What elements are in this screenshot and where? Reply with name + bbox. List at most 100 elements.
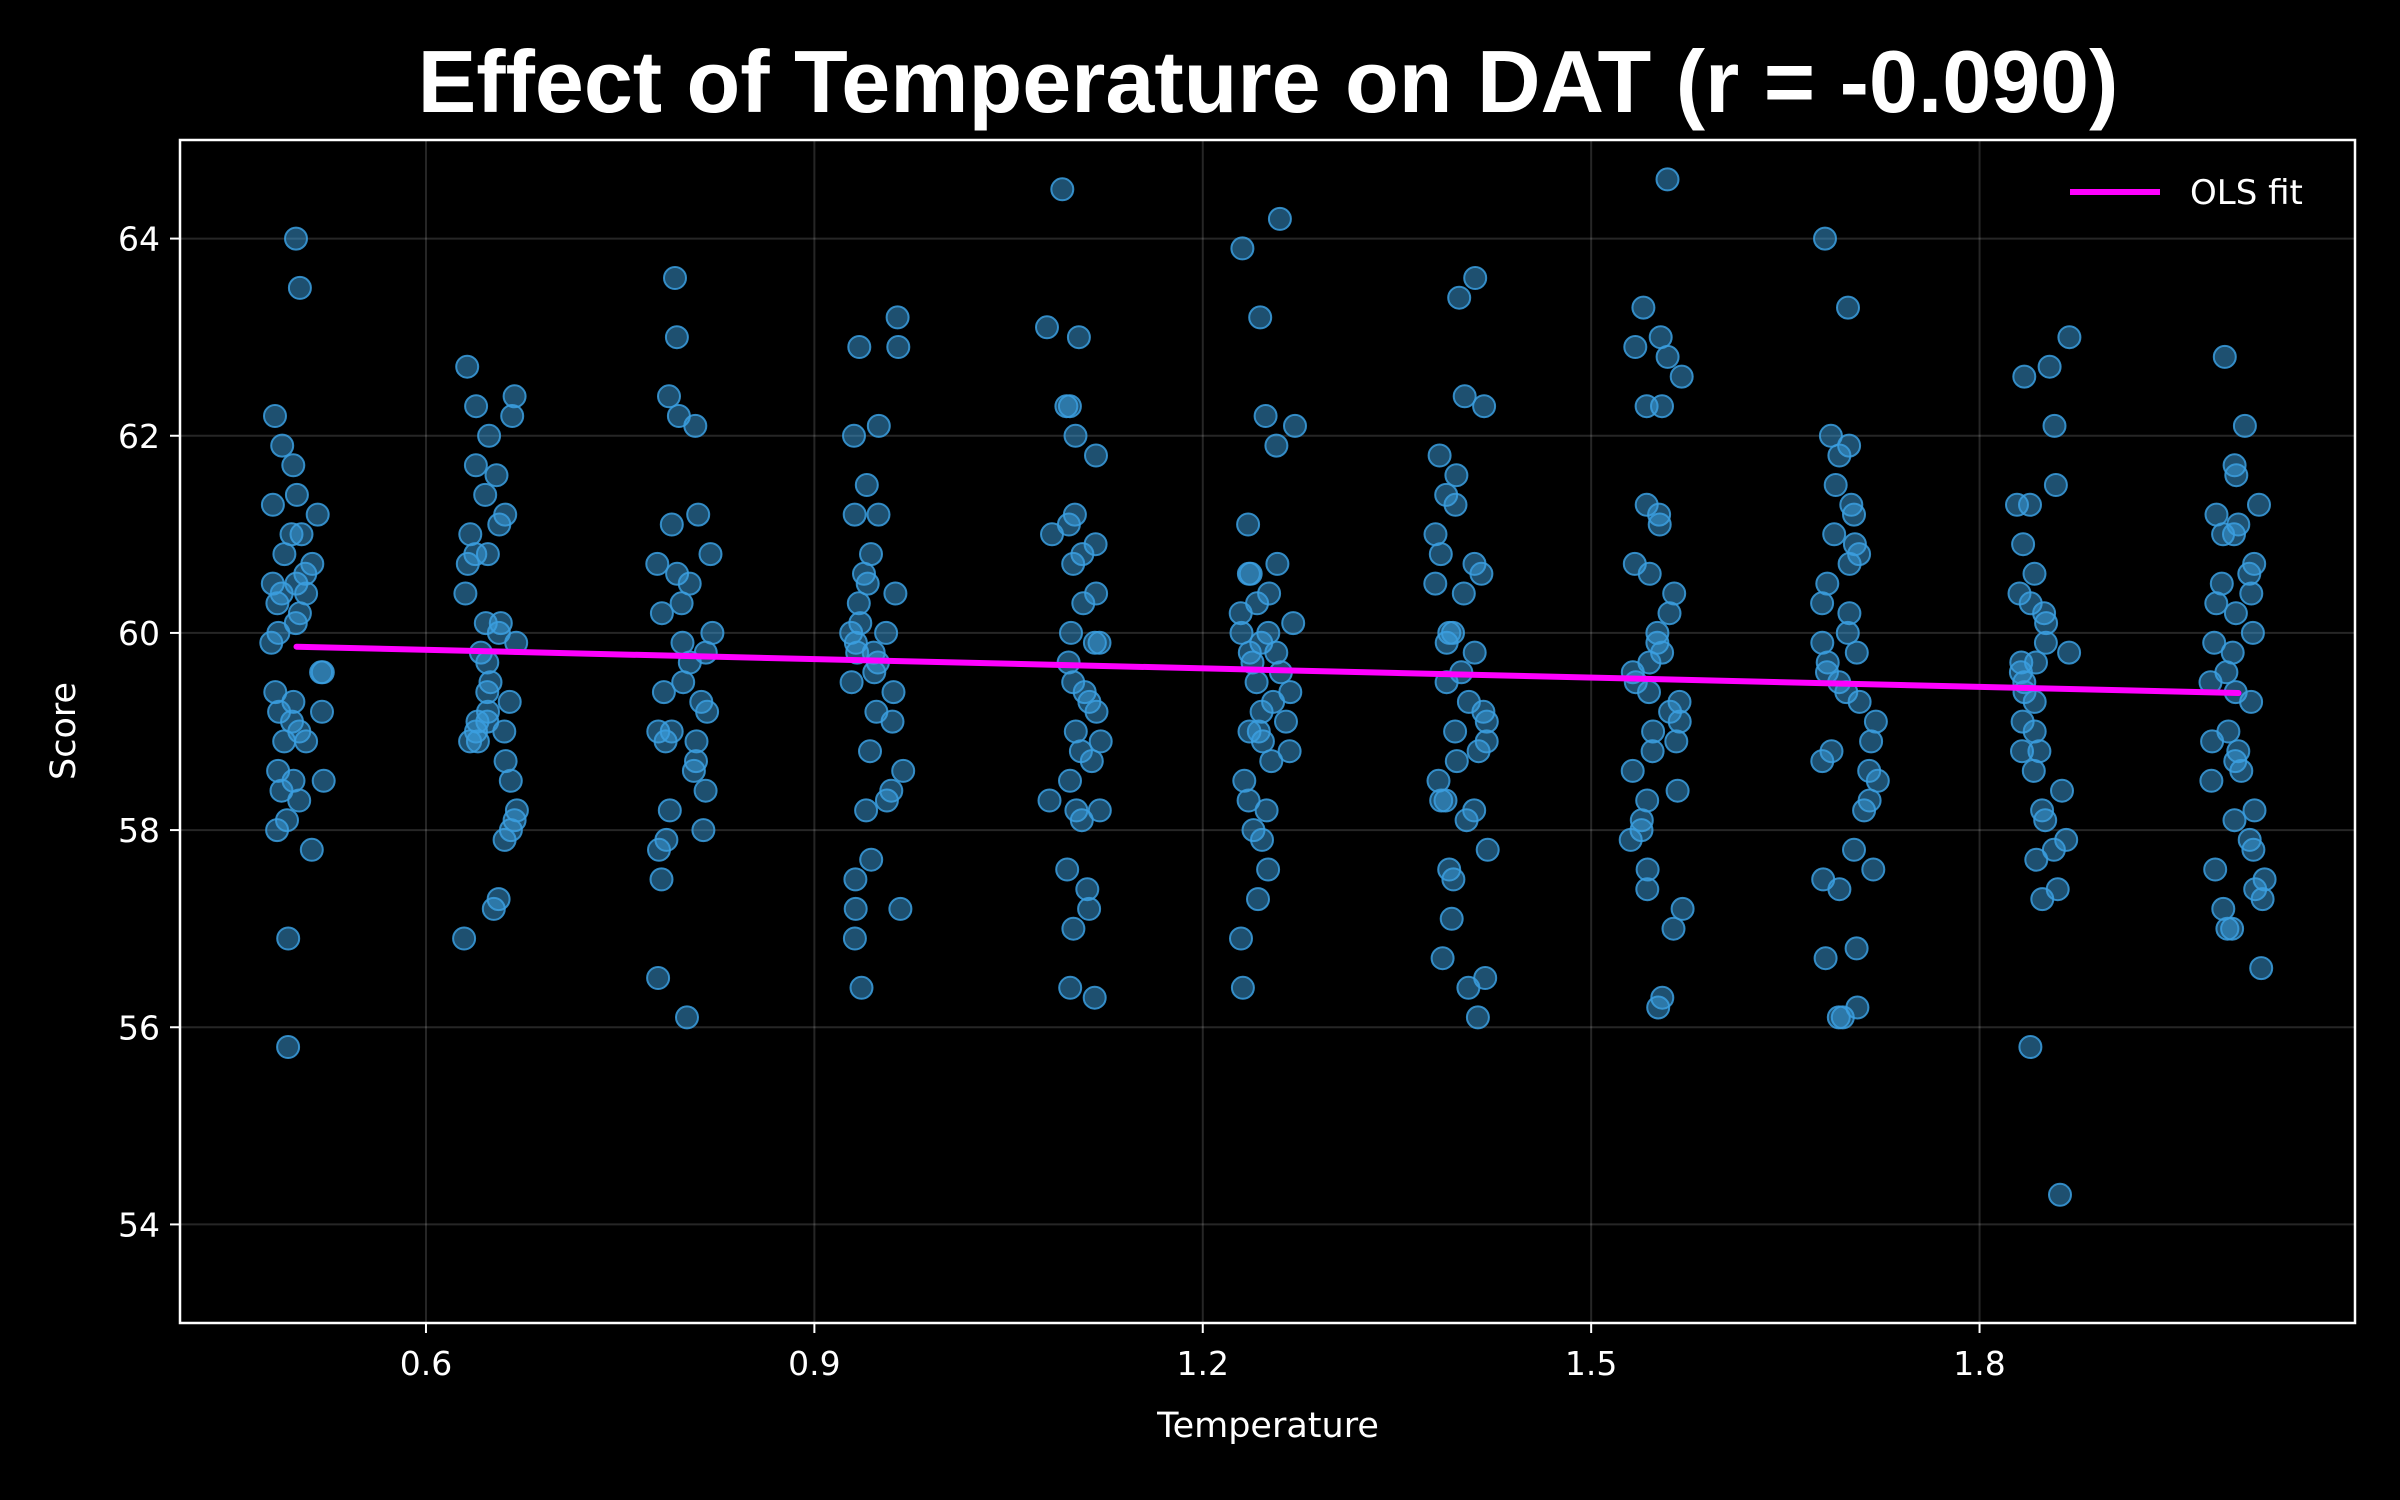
scatter-point <box>854 798 879 823</box>
scatter-point <box>1810 630 1835 655</box>
scatter-point <box>1463 266 1488 290</box>
scatter-point <box>1844 640 1869 665</box>
scatter-point <box>1434 630 1459 655</box>
scatter-point <box>2211 896 2236 921</box>
scatter-point <box>1088 729 1113 754</box>
scatter-point <box>481 896 506 921</box>
scatter-point <box>842 502 867 527</box>
scatter-point <box>2203 857 2228 882</box>
scatter-point <box>647 837 671 862</box>
scatter-point <box>847 335 872 359</box>
scatter-point <box>1637 680 1661 705</box>
scatter-point <box>1265 551 1290 576</box>
scatter-point <box>500 404 525 428</box>
scatter-point <box>502 384 527 409</box>
scatter-point <box>681 758 706 783</box>
scatter-point <box>843 867 868 892</box>
scatter-point <box>1465 1005 1490 1030</box>
scatter-point <box>1253 404 1278 428</box>
scatter-point <box>1640 739 1665 764</box>
axis-ticks: 0.6 0.9 1.2 1.5 1.8 54 56 58 60 62 64 <box>118 220 2006 1383</box>
scatter-point <box>1444 749 1469 774</box>
y-tick-label: 56 <box>118 1008 160 1047</box>
scatter-point <box>1063 719 1088 744</box>
y-tick-label: 64 <box>118 220 160 259</box>
scatter-point <box>866 413 891 438</box>
scatter-point <box>1823 473 1848 497</box>
scatter-point <box>671 670 696 695</box>
scatter-point <box>1863 709 1888 734</box>
scatter-point <box>276 926 301 951</box>
scatter-point <box>684 729 709 754</box>
scatter-point <box>284 226 308 251</box>
scatter-point <box>859 847 884 872</box>
scatter-point <box>493 749 518 774</box>
scatter-point <box>2199 768 2224 793</box>
x-tick-label: 0.9 <box>788 1344 840 1383</box>
scatter-point <box>1426 768 1451 793</box>
scatter-point <box>1058 768 1082 793</box>
scatter-point <box>294 729 319 754</box>
scatter-point <box>2050 778 2074 803</box>
scatter-point <box>2250 887 2275 912</box>
scatter-point <box>2211 522 2236 547</box>
scatter-point <box>475 680 500 705</box>
scatter-point <box>2232 413 2257 438</box>
scatter-point <box>646 966 671 990</box>
scatter-point <box>1075 877 1100 902</box>
scatter-point <box>874 620 899 645</box>
scatter-point <box>2024 847 2049 872</box>
scatter-point <box>686 502 711 527</box>
scatter-point <box>1618 827 1643 852</box>
scatter-point <box>891 758 916 783</box>
scatter-point <box>1810 591 1835 616</box>
scatter-point <box>310 699 334 724</box>
scatter-point <box>452 926 477 951</box>
scatter-point <box>1827 443 1852 468</box>
scatter-point <box>1667 709 1692 734</box>
scatter-point <box>1248 305 1273 330</box>
x-tick-label: 0.6 <box>400 1344 452 1383</box>
scatter-point <box>1620 758 1645 783</box>
scatter-point <box>2240 620 2265 645</box>
scatter-point <box>1472 394 1497 419</box>
scatter-point <box>1670 896 1695 921</box>
scatter-point <box>1423 571 1448 596</box>
y-tick-label: 54 <box>118 1205 160 1244</box>
scatter-point <box>2204 591 2229 616</box>
x-tick-label: 1.2 <box>1177 1344 1229 1383</box>
scatter-point <box>287 275 312 300</box>
scatter-point <box>259 630 284 655</box>
scatter-point <box>1061 551 1086 576</box>
scatter-point <box>695 699 720 724</box>
scatter-point <box>651 680 676 705</box>
scatter-point <box>1456 975 1481 1000</box>
scatter-point <box>693 778 718 803</box>
scatter-point <box>492 827 517 852</box>
scatter-point <box>880 709 905 734</box>
scatter-point <box>1646 995 1671 1020</box>
scatter-point <box>477 423 502 448</box>
scatter-point <box>2247 492 2271 517</box>
scatter-point <box>1818 423 1843 448</box>
scatter-point <box>2018 492 2042 517</box>
scatter-point <box>276 1035 301 1059</box>
scatter-point <box>1228 601 1253 626</box>
scatter-point <box>2222 808 2247 833</box>
scatter-point <box>1264 640 1289 665</box>
scatter-point <box>849 975 874 1000</box>
scatter-point <box>1443 719 1468 744</box>
scatter-point <box>664 325 689 350</box>
scatter-point <box>1439 906 1464 931</box>
scatter-point <box>458 522 483 547</box>
scatter-point <box>1822 522 1847 547</box>
scatter-point <box>881 680 906 705</box>
scatter-point <box>698 542 723 567</box>
scatter-point <box>1037 788 1062 813</box>
scatter-point <box>874 788 899 813</box>
scatter-point <box>2034 611 2059 636</box>
scatter-point <box>265 818 290 843</box>
scatter-point <box>1635 788 1660 813</box>
scatter-point <box>1283 413 1307 438</box>
x-tick-label: 1.8 <box>1953 1344 2005 1383</box>
